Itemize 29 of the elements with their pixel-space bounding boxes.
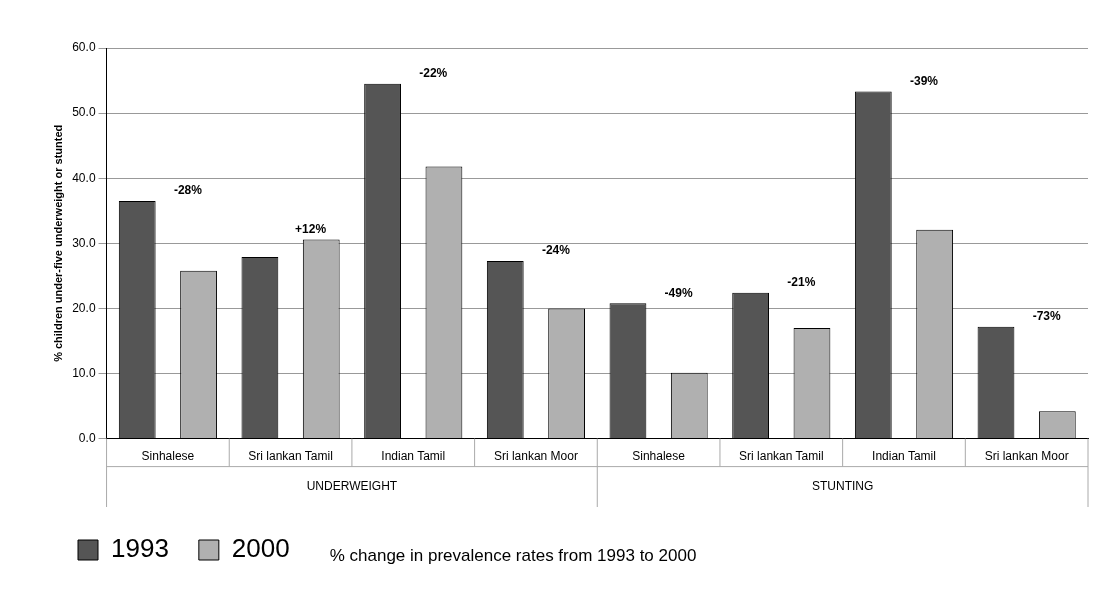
annotation: -49% [664,285,693,300]
annotation: -73% [1032,308,1061,323]
annotation: -24% [541,243,571,258]
y-tick-label: 20.0 [72,300,96,315]
annotation: -39% [909,73,939,88]
x-tick-label: Sinhalese [141,449,195,464]
annotation: -21% [787,275,816,290]
y-tick-label: 50.0 [72,105,96,120]
x-tick-label: Sri lankan Moor [984,449,1069,464]
y-tick-label: 10.0 [72,365,96,380]
x-tick-label: Sri lankan Moor [493,449,578,464]
x-tick-label: Sri lankan Tamil [739,449,824,464]
annotation: -22% [419,66,448,81]
x-tick-label: Sinhalese [632,449,686,464]
legend-label: 2000 [231,533,290,564]
text: % change in prevalence rates from 1993 to 2000 [329,545,697,565]
y-tick-label: 30.0 [72,235,96,250]
annotation: -28% [173,183,203,198]
y-axis-title: % children under-five underweight or stunted [51,124,64,362]
text: UNDERWEIGHT [306,478,398,493]
y-tick-label: 60.0 [72,40,96,55]
x-tick-label: Indian Tamil [381,449,446,464]
x-tick-label: Sri lankan Tamil [248,449,333,464]
y-tick-label: 0.0 [78,430,96,445]
annotation: +12% [295,221,327,236]
text: STUNTING [811,478,874,493]
legend-label: 1993 [111,533,169,564]
y-tick-label: 40.0 [72,170,96,185]
x-tick-label: Indian Tamil [872,449,936,464]
